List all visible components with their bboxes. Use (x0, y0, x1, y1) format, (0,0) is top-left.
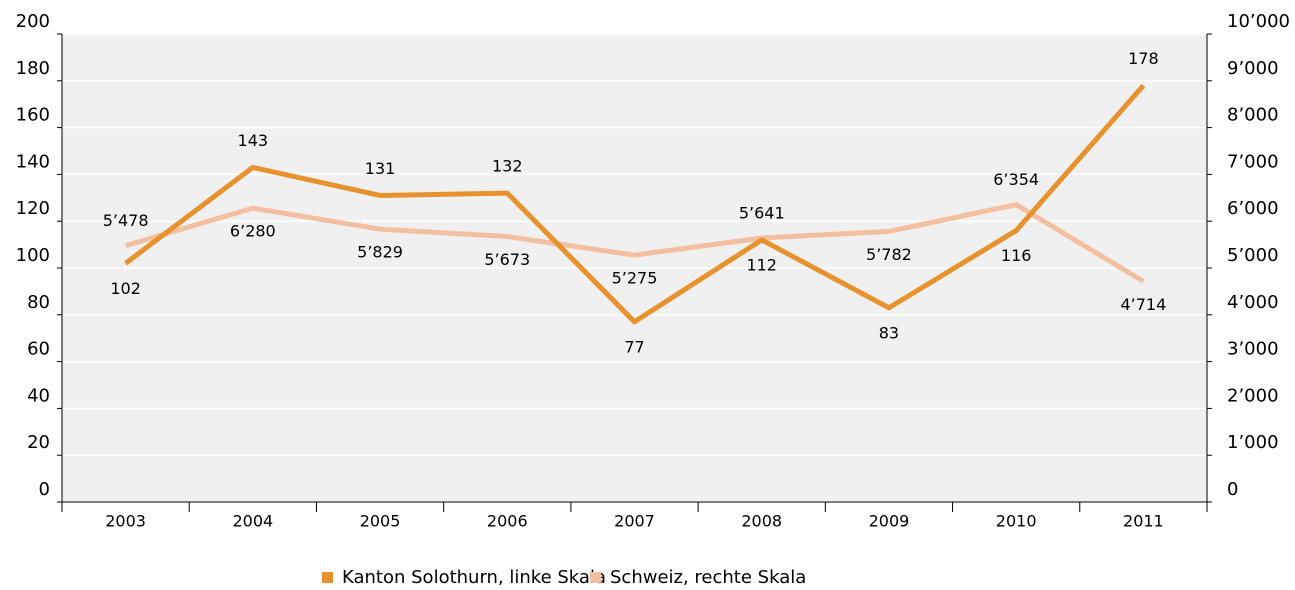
x-tick-label: 2005 (360, 512, 401, 531)
y2-tick-label: 8’000 (1227, 105, 1279, 126)
data-label: 112 (746, 255, 777, 274)
y-tick-label: 40 (27, 385, 50, 406)
x-tick-label: 2006 (487, 512, 528, 531)
x-tick-label: 2010 (996, 512, 1037, 531)
y2-tick-label: 5’000 (1227, 245, 1279, 266)
data-label: 131 (365, 159, 396, 178)
legend-swatch (322, 572, 333, 583)
data-label: 116 (1001, 246, 1032, 265)
y-tick-label: 160 (16, 105, 50, 126)
y-tick-label: 120 (16, 198, 50, 219)
y2-tick-label: 0 (1227, 479, 1238, 500)
x-tick-label: 2009 (869, 512, 910, 531)
y-tick-label: 60 (27, 339, 50, 360)
data-label: 5’829 (357, 243, 403, 262)
data-label: 77 (624, 337, 644, 356)
data-label: 6’354 (993, 170, 1039, 189)
x-tick-label: 2011 (1123, 512, 1164, 531)
data-label: 4’714 (1120, 295, 1166, 314)
y2-tick-label: 7’000 (1227, 151, 1279, 172)
data-label: 5’782 (866, 245, 912, 264)
data-label: 143 (238, 131, 269, 150)
y-tick-label: 80 (27, 292, 50, 313)
y-tick-label: 200 (16, 11, 50, 32)
data-label: 6’280 (230, 222, 276, 241)
legend-swatch (590, 572, 601, 583)
legend-label: Kanton Solothurn, linke Skala (342, 567, 606, 588)
y-tick-label: 0 (39, 479, 50, 500)
x-tick-label: 2007 (614, 512, 655, 531)
y-tick-label: 140 (16, 151, 50, 172)
y-tick-label: 180 (16, 58, 50, 79)
y2-tick-label: 6’000 (1227, 198, 1279, 219)
data-label: 178 (1128, 49, 1159, 68)
y2-tick-label: 1’000 (1227, 432, 1279, 453)
data-label: 102 (110, 279, 141, 298)
data-label: 5’673 (484, 250, 530, 269)
y-tick-label: 20 (27, 432, 50, 453)
y2-tick-label: 2’000 (1227, 385, 1279, 406)
y2-tick-label: 4’000 (1227, 292, 1279, 313)
line-series (124, 202, 1145, 284)
data-label: 132 (492, 157, 523, 176)
legend-label: Schweiz, rechte Skala (610, 567, 806, 588)
y2-tick-label: 10’000 (1227, 11, 1290, 32)
y2-tick-label: 3’000 (1227, 339, 1279, 360)
y-tick-label: 100 (16, 245, 50, 266)
y2-tick-label: 9’000 (1227, 58, 1279, 79)
data-label: 5’641 (739, 204, 785, 223)
data-label: 5’478 (103, 211, 149, 230)
x-tick-label: 2003 (105, 512, 146, 531)
x-tick-label: 2004 (232, 512, 273, 531)
data-label: 83 (879, 323, 899, 342)
line-series (124, 83, 1146, 325)
data-label: 5’275 (612, 269, 658, 288)
x-tick-label: 2008 (741, 512, 782, 531)
